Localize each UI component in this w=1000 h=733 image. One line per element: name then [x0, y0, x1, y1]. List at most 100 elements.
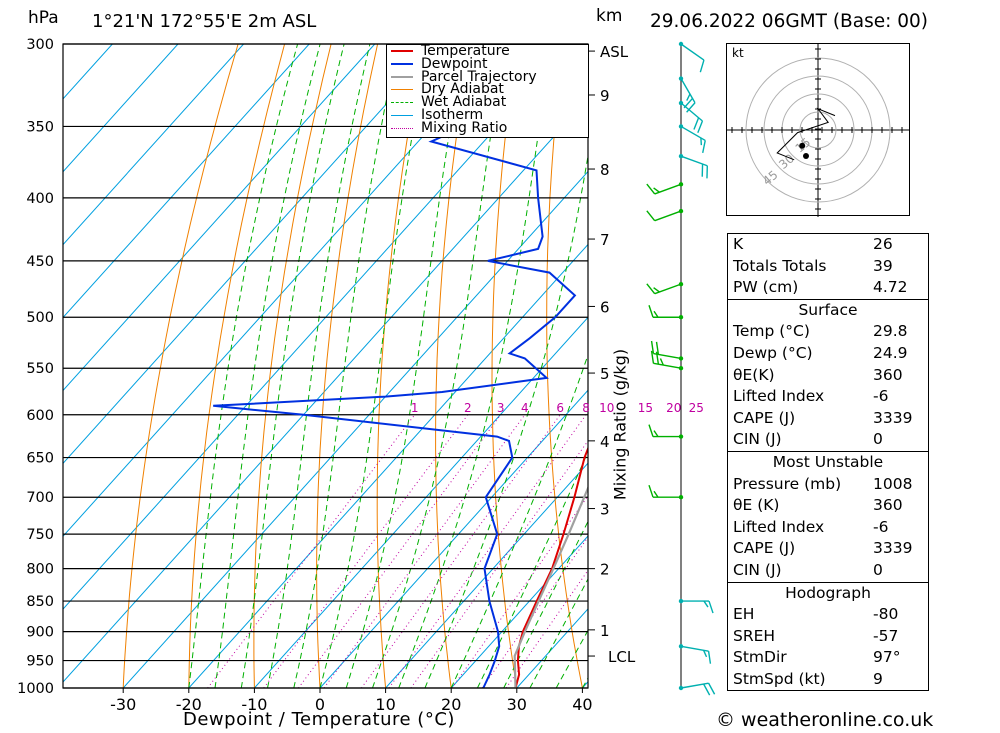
wind-barb [648, 484, 684, 500]
copyright-link[interactable]: © weatheronline.co.uk [716, 709, 934, 731]
isotherm-line [122, 170, 588, 688]
hodograph-start-dot [799, 142, 806, 149]
hpa-unit-label: hPa [28, 8, 59, 28]
x-tick-label: 30 [507, 695, 527, 714]
mu-pressure-value: 1008 [873, 474, 913, 493]
isotherm-line [63, 44, 507, 537]
pressure-tick-label: 750 [26, 527, 54, 543]
wet-adiabat-line [424, 153, 588, 688]
hodograph-trace [776, 107, 836, 161]
dry-adiabat-line [491, 44, 518, 688]
legend-item-dry-adiabat: Dry Adiabat [387, 83, 588, 96]
wind-barb [678, 644, 712, 664]
stmspd-label: StmSpd (kt) [733, 669, 826, 688]
legend-item-parcel: Parcel Trajectory [387, 70, 588, 83]
dry-adiabat-line [936, 44, 1000, 688]
wind-barb [678, 100, 704, 134]
dewpoint-profile [213, 44, 577, 688]
mu-li-value: -6 [873, 517, 889, 536]
hodograph-unit: kt [732, 46, 744, 60]
pressure-tick-label: 400 [26, 191, 54, 207]
wet-adiabat-line [214, 44, 321, 688]
mu-theta-value: 360 [873, 496, 903, 515]
km-tick-label: 7 [600, 231, 610, 249]
mixing-ratio-label: 20 [666, 401, 681, 415]
km-tick-label: 2 [600, 561, 610, 579]
dry-adiabat-line [253, 44, 332, 688]
parcel-trajectory [513, 485, 588, 688]
wind-barb-column [646, 41, 716, 696]
mixing-ratio-line [410, 440, 588, 688]
legend-item-isotherm: Isotherm [387, 108, 588, 122]
wind-barb [678, 124, 706, 153]
km-tick-label: 6 [600, 298, 610, 316]
surface-theta-value: 360 [873, 365, 903, 384]
mixing-ratio-line [361, 414, 561, 688]
km-tick-label: LCL [608, 648, 636, 666]
surface-dewp-label: Dewp (°C) [733, 343, 813, 362]
mu-cin-value: 0 [873, 560, 883, 579]
storm-motion-dot [803, 153, 809, 159]
mixing-ratio-label: 25 [689, 401, 704, 415]
mu-cin-label: CIN (J) [733, 560, 782, 579]
wind-barb [648, 424, 684, 439]
mixing-ratio-label: 3 [497, 401, 505, 415]
sreh-value: -57 [873, 626, 899, 645]
mixing-ratio-line [298, 414, 502, 688]
legend-item-dewpoint: Dewpoint [387, 57, 588, 71]
pressure-tick-label: 1000 [17, 681, 54, 697]
km-tick-label: 9 [600, 87, 610, 105]
mu-theta-label: θE (K) [733, 496, 780, 515]
totals-totals-value: 39 [873, 256, 893, 275]
km-tick-label: 5 [600, 365, 610, 383]
mixing-ratio-label: 15 [638, 401, 653, 415]
plot-frame [62, 43, 589, 689]
mixing-ratio-label: 8 [582, 401, 590, 415]
wind-barb [650, 350, 684, 371]
eh-label: EH [733, 605, 755, 624]
mixing-ratio-line [263, 414, 469, 688]
surface-cape-value: 3339 [873, 408, 913, 427]
km-unit-label: km [596, 6, 623, 26]
surface-temp-label: Temp (°C) [733, 322, 810, 341]
most-unstable-title: Most Unstable [772, 452, 884, 471]
x-axis-title: Dewpoint / Temperature (°C) [183, 709, 455, 730]
pw-value: 4.72 [873, 278, 908, 297]
isotherm-line [63, 44, 441, 465]
legend-item-temperature: Temperature [387, 44, 588, 58]
mu-li-label: Lifted Index [733, 517, 825, 536]
wind-barb [646, 281, 684, 295]
surface-title: Surface [798, 300, 858, 319]
x-tick-label: -30 [110, 695, 136, 714]
x-tick-label: -20 [176, 695, 202, 714]
wind-barb [646, 208, 684, 222]
sreh-label: SREH [733, 626, 776, 645]
km-tick-label: 8 [600, 161, 610, 179]
pressure-tick-label: 350 [26, 119, 54, 135]
km-tick-label: 4 [600, 433, 610, 451]
hodograph: kt 15 30 45 [726, 43, 910, 217]
eh-value: -80 [873, 605, 899, 624]
km-tick-label: ASL [600, 43, 629, 61]
legend: Temperature Dewpoint Parcel Trajectory D… [386, 44, 589, 138]
pressure-tick-label: 600 [26, 408, 54, 424]
dry-adiabat-line [122, 44, 239, 688]
wet-adiabat-line [240, 44, 345, 688]
pressure-tick-label: 300 [26, 37, 54, 53]
isotherm-line [63, 44, 310, 319]
wind-barb [648, 305, 684, 320]
isotherm-line [63, 44, 244, 246]
x-tick-label: 40 [572, 695, 592, 714]
totals-totals-label: Totals Totals [733, 256, 827, 275]
k-index-label: K [733, 235, 744, 253]
wind-barb [678, 41, 705, 73]
mixing-ratio-line [388, 414, 587, 688]
mu-cape-value: 3339 [873, 539, 913, 558]
stmspd-value: 9 [873, 669, 883, 688]
pressure-tick-label: 650 [26, 451, 54, 467]
mu-cape-label: CAPE (J) [733, 539, 796, 558]
mu-pressure-label: Pressure (mb) [733, 474, 842, 493]
dry-adiabat-line [435, 44, 472, 688]
mixing-ratio-label: 10 [599, 401, 614, 415]
